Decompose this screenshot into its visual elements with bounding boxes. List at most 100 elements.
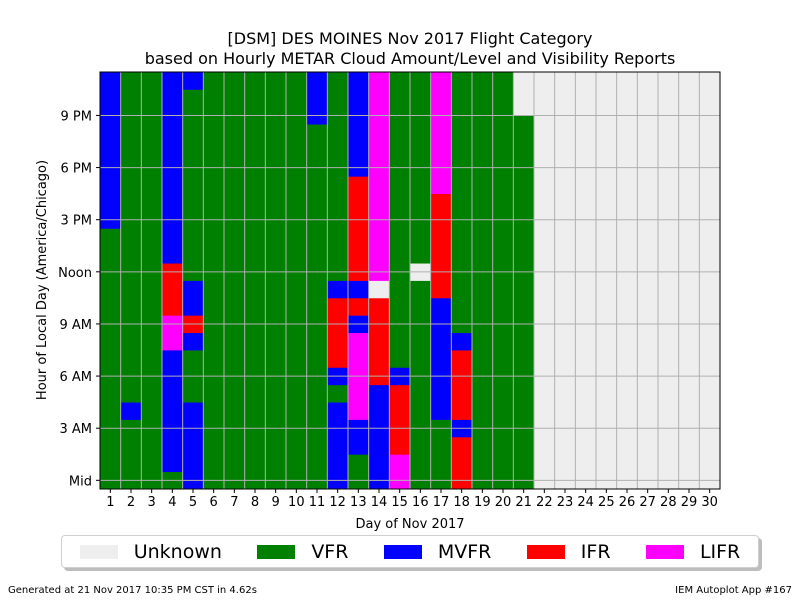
heatmap-cell — [306, 332, 328, 351]
heatmap-cell — [141, 436, 163, 455]
heatmap-cell — [286, 176, 308, 195]
heatmap-cell — [306, 402, 328, 420]
heatmap-cell — [451, 176, 473, 195]
heatmap-cell — [534, 124, 556, 142]
heatmap-cell — [265, 228, 287, 247]
heatmap-cell — [637, 297, 659, 316]
heatmap-cell — [100, 297, 122, 316]
heatmap-cell — [534, 89, 556, 108]
heatmap-cell — [699, 245, 721, 264]
heatmap-cell — [203, 436, 225, 455]
heatmap-cell — [224, 402, 246, 420]
heatmap-cell — [368, 280, 390, 299]
heatmap-cell — [699, 124, 721, 142]
heatmap-cell — [699, 89, 721, 108]
heatmap-cell — [430, 332, 452, 351]
heatmap-cell — [120, 193, 142, 212]
heatmap-cell — [616, 454, 638, 473]
x-tick-label: 27 — [639, 495, 656, 510]
heatmap-cell — [678, 280, 700, 299]
heatmap-cell — [534, 350, 556, 368]
heatmap-cell — [162, 384, 184, 403]
heatmap-cell — [554, 245, 576, 264]
heatmap-cell — [637, 176, 659, 195]
heatmap-cell — [389, 436, 411, 455]
y-tick-label: 6 PM — [61, 162, 92, 177]
heatmap-cell — [575, 280, 597, 299]
heatmap-cell — [244, 245, 266, 264]
heatmap-cell — [534, 280, 556, 299]
heatmap-cell — [616, 350, 638, 368]
chart-subtitle: based on Hourly METAR Cloud Amount/Level… — [145, 49, 676, 68]
heatmap-cell — [534, 402, 556, 420]
heatmap-cell — [389, 297, 411, 316]
heatmap-cell — [389, 193, 411, 212]
heatmap-cell — [306, 245, 328, 264]
heatmap-cell — [472, 454, 494, 473]
heatmap-cell — [658, 332, 680, 351]
chart-title: [DSM] DES MOINES Nov 2017 Flight Categor… — [228, 29, 593, 48]
heatmap-cell — [678, 297, 700, 316]
heatmap-cell — [658, 141, 680, 160]
heatmap-cell — [368, 72, 390, 90]
heatmap-cell — [658, 228, 680, 247]
heatmap-cell — [616, 332, 638, 351]
heatmap-cell — [472, 402, 494, 420]
heatmap-cell — [120, 72, 142, 90]
heatmap-cell — [658, 384, 680, 403]
heatmap-cell — [472, 297, 494, 316]
heatmap-cell — [348, 141, 370, 160]
heatmap-cell — [451, 454, 473, 473]
heatmap-cell — [162, 89, 184, 108]
heatmap-cell — [120, 89, 142, 108]
heatmap-cell — [554, 176, 576, 195]
heatmap-cell — [306, 141, 328, 160]
heatmap-cell — [162, 193, 184, 212]
heatmap-cell — [348, 124, 370, 142]
heatmap-cell — [637, 124, 659, 142]
legend-label: VFR — [311, 540, 349, 563]
heatmap-cell — [699, 193, 721, 212]
heatmap-cell — [368, 297, 390, 316]
heatmap-cell — [368, 454, 390, 473]
heatmap-cell — [616, 436, 638, 455]
heatmap-cell — [327, 454, 349, 473]
heatmap-cell — [286, 124, 308, 142]
heatmap-cell — [678, 245, 700, 264]
heatmap-cell — [244, 193, 266, 212]
heatmap-cell — [410, 193, 432, 212]
heatmap-cell — [265, 72, 287, 90]
y-tick-label: 3 AM — [59, 422, 92, 437]
heatmap-cell — [451, 402, 473, 420]
heatmap-cell — [616, 72, 638, 90]
x-tick-label: 22 — [536, 495, 553, 510]
heatmap-cell — [492, 297, 514, 316]
heatmap-cell — [451, 297, 473, 316]
heatmap-cell — [327, 72, 349, 90]
heatmap-cell — [306, 297, 328, 316]
heatmap-cell — [410, 176, 432, 195]
y-axis-ticks: Mid 3 AM 6 AM 9 AM Noon 3 PM 6 PM 9 PM — [58, 109, 100, 489]
heatmap-cell — [120, 245, 142, 264]
x-tick-label: 29 — [681, 495, 698, 510]
heatmap-cell — [368, 89, 390, 108]
heatmap-cell — [637, 350, 659, 368]
heatmap-cell — [348, 402, 370, 420]
x-axis-ticks: 1 2 3 4 5 6 7 8 9 10 11 12 13 14 15 16 17 18 19 20 21 22 23 24 2… — [106, 489, 718, 510]
heatmap-cell — [575, 332, 597, 351]
heatmap-cell — [286, 332, 308, 351]
heatmap-cell — [327, 297, 349, 316]
heatmap-cell — [224, 193, 246, 212]
heatmap-cell — [513, 124, 535, 142]
heatmap-cell — [492, 280, 514, 299]
heatmap-cell — [162, 350, 184, 368]
grid-lines — [100, 72, 720, 489]
heatmap-cell — [348, 245, 370, 264]
heatmap-cell — [492, 454, 514, 473]
heatmap-cell — [162, 124, 184, 142]
heatmap-cell — [389, 454, 411, 473]
heatmap-cell — [596, 176, 618, 195]
heatmap-cell — [658, 124, 680, 142]
heatmap-cell — [265, 454, 287, 473]
heatmap-cell — [472, 124, 494, 142]
